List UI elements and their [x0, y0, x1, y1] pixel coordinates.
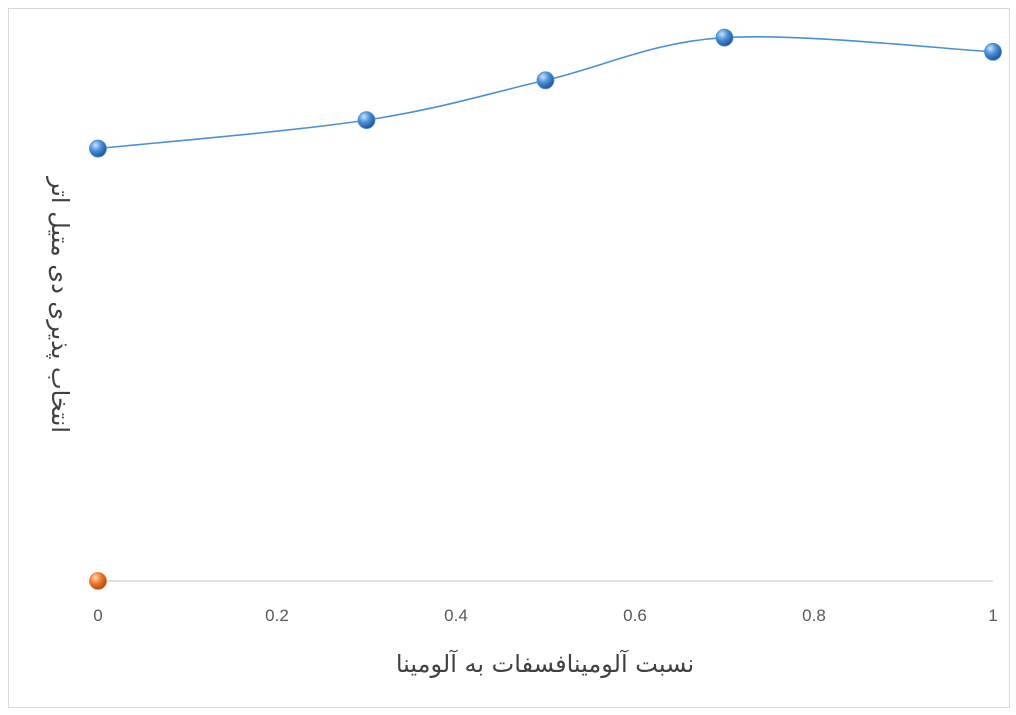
x-tick-label: 0.8 — [802, 606, 826, 625]
x-tick-labels: 0 0.2 0.4 0.6 0.8 1 — [93, 606, 997, 625]
data-point — [89, 139, 107, 158]
x-axis-title: نسبت آلومینافسفات به آلومینا — [396, 649, 694, 678]
x-tick-label: 0.2 — [265, 606, 289, 625]
x-tick-label: 0.4 — [444, 606, 468, 625]
x-tick-label: 0 — [93, 606, 102, 625]
y-axis-title: انتخاب پذیری دی متیل اتر — [46, 176, 74, 433]
series-layer — [89, 28, 1002, 590]
data-point — [357, 111, 376, 130]
x-tick-label: 1 — [988, 606, 997, 625]
data-point — [984, 42, 1002, 61]
chart-area — [8, 8, 1010, 708]
x-tick-label: 0.6 — [623, 606, 647, 625]
data-point — [89, 572, 107, 590]
series-line — [97, 35, 994, 150]
data-point — [715, 28, 734, 47]
data-point — [536, 71, 555, 90]
